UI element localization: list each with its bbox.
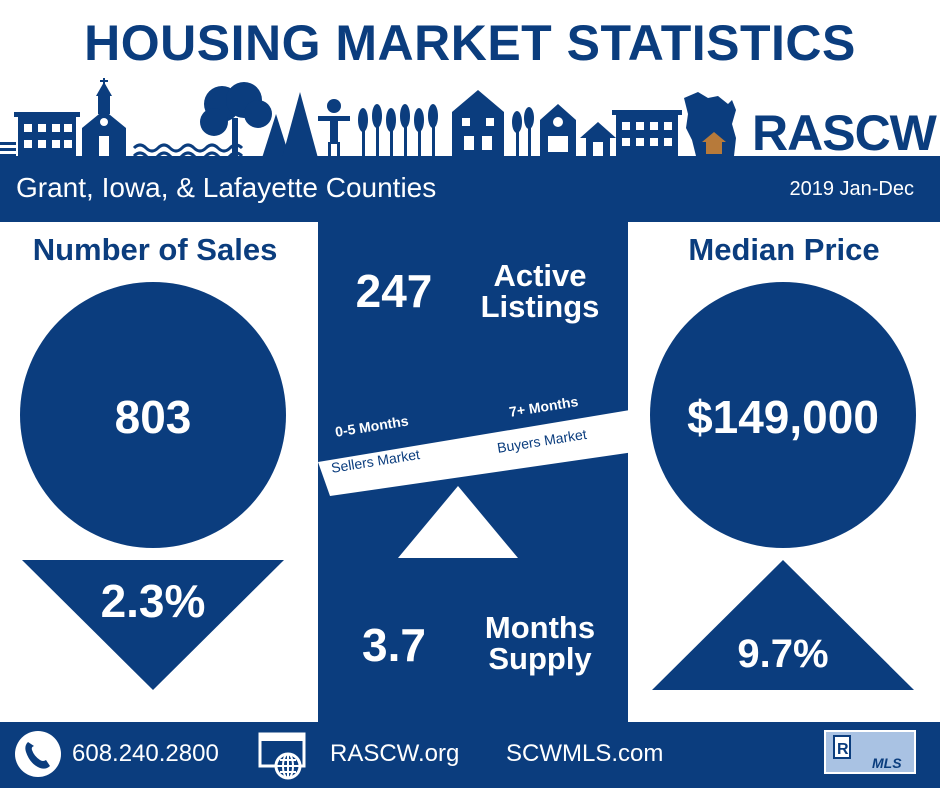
footer-bar xyxy=(0,722,940,788)
listings-label-line1: Active xyxy=(493,258,587,293)
web-globe-icon xyxy=(258,732,306,780)
page-title: HOUSING MARKET STATISTICS xyxy=(84,15,856,71)
sales-circle xyxy=(20,282,286,548)
median-circle xyxy=(650,282,916,548)
wisconsin-map-icon xyxy=(684,92,736,156)
median-up-triangle-icon xyxy=(652,560,914,690)
footer-site-rascw[interactable]: RASCW.org xyxy=(330,740,460,767)
sales-value: 803 xyxy=(114,391,192,443)
brand-logo: RASCW xyxy=(752,105,937,161)
median-change: 9.7% xyxy=(737,632,829,676)
footer-phone[interactable]: 608.240.2800 xyxy=(72,740,219,767)
supply-label-line2: Supply xyxy=(488,641,592,676)
sales-down-triangle-icon xyxy=(22,560,284,690)
svg-text:R: R xyxy=(837,741,849,758)
median-heading: Median Price xyxy=(688,232,880,267)
market-scale-icon xyxy=(318,410,634,558)
realtor-mls-logo-icon: R MLS xyxy=(824,730,916,774)
listings-value: 247 xyxy=(355,265,433,317)
supply-value: 3.7 xyxy=(362,619,426,671)
phone-icon xyxy=(15,731,61,777)
sales-heading: Number of Sales xyxy=(32,232,278,267)
skyline-icon xyxy=(0,78,682,158)
median-value: $149,000 xyxy=(687,391,879,443)
report-period: 2019 Jan-Dec xyxy=(789,178,914,200)
region-name: Grant, Iowa, & Lafayette Counties xyxy=(16,172,437,203)
svg-text:MLS: MLS xyxy=(872,755,902,771)
listings-label-line2: Listings xyxy=(480,289,600,324)
sales-change: 2.3% xyxy=(100,575,206,627)
footer-site-scwmls[interactable]: SCWMLS.com xyxy=(506,740,664,767)
supply-label-line1: Months xyxy=(484,610,596,645)
region-banner xyxy=(0,156,940,222)
